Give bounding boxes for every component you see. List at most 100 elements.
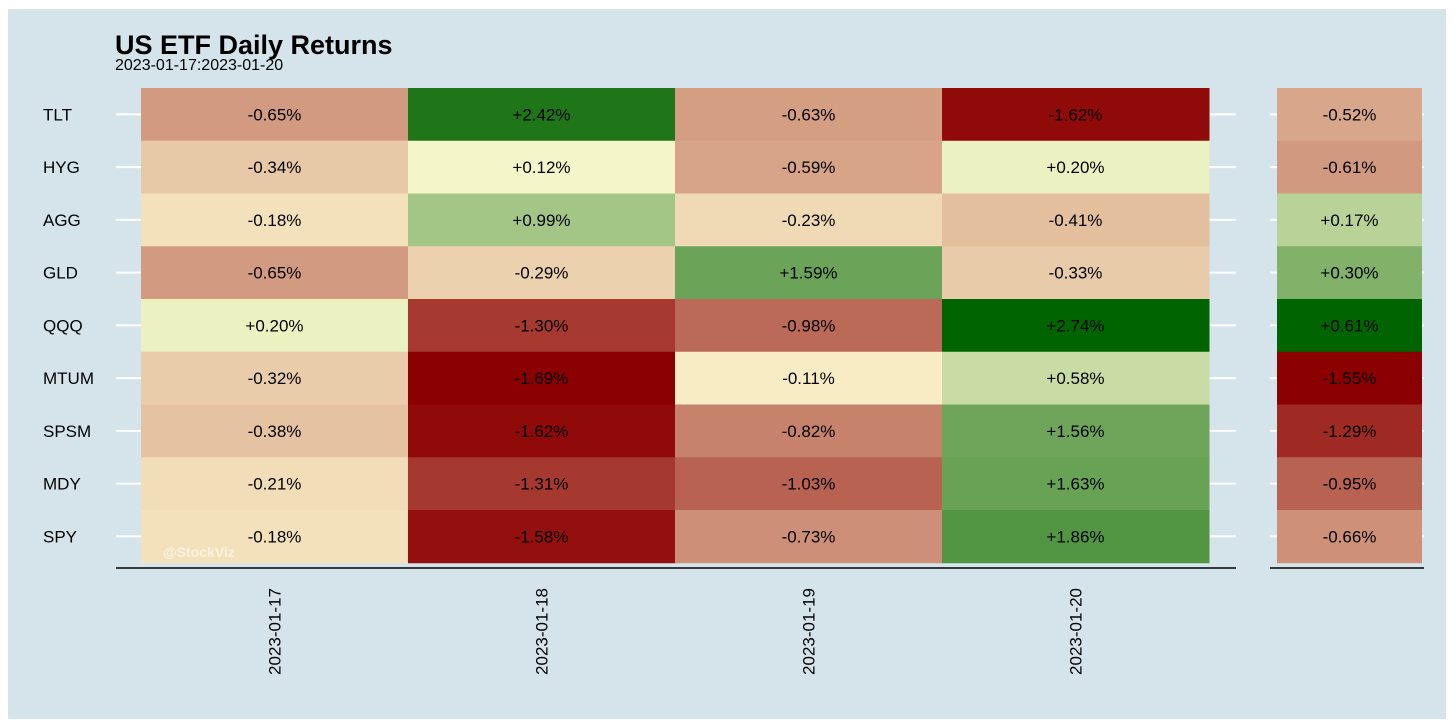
chart-title: US ETF Daily Returns [115, 30, 393, 60]
heatmap-cell [141, 457, 409, 511]
summary-cell [1277, 88, 1422, 142]
cell-value-label: -0.65% [248, 105, 302, 124]
summary-cell [1277, 246, 1422, 300]
summary-value-label: -0.95% [1323, 475, 1377, 494]
cell-value-label: +0.20% [245, 316, 303, 335]
summary-value-label: -0.61% [1323, 158, 1377, 177]
summary-cell [1277, 299, 1422, 353]
cell-value-label: -0.63% [782, 105, 836, 124]
summary-cell [1277, 140, 1422, 194]
heatmap-cell [675, 88, 943, 142]
heatmap-cell [408, 246, 676, 300]
summary-cell [1277, 193, 1422, 247]
summary-cell [1277, 510, 1422, 564]
row-label-mdy: MDY [43, 475, 81, 494]
cell-value-label: -0.29% [515, 264, 569, 283]
summary-cell [1277, 404, 1422, 458]
cell-value-label: -0.33% [1049, 264, 1103, 283]
heatmap-cell [141, 246, 409, 300]
cell-value-label: -1.30% [515, 316, 569, 335]
heatmap-cell [408, 193, 676, 247]
cell-value-label: -0.32% [248, 369, 302, 388]
summary-value-label: -1.29% [1323, 422, 1377, 441]
cell-value-label: -0.34% [248, 158, 302, 177]
heatmap-cell [675, 193, 943, 247]
heatmap-cell [942, 457, 1210, 511]
cell-value-label: -1.62% [515, 422, 569, 441]
row-label-hyg: HYG [43, 158, 80, 177]
heatmap-cell [675, 457, 943, 511]
heatmap-cell [408, 404, 676, 458]
heatmap-cell [942, 404, 1210, 458]
heatmap-cell [141, 88, 409, 142]
summary-value-label: -0.52% [1323, 105, 1377, 124]
cell-value-label: -0.65% [248, 264, 302, 283]
cell-value-label: -0.73% [782, 527, 836, 546]
row-label-qqq: QQQ [43, 316, 83, 335]
heatmap-cell [942, 88, 1210, 142]
summary-value-label: +0.61% [1320, 316, 1378, 335]
heatmap-cell [942, 351, 1210, 405]
row-label-tlt: TLT [43, 105, 72, 124]
summary-value-label: -1.55% [1323, 369, 1377, 388]
cell-value-label: -0.38% [248, 422, 302, 441]
heatmap-cell [141, 351, 409, 405]
cell-value-label: -0.98% [782, 316, 836, 335]
summary-cell [1277, 351, 1422, 405]
heatmap-cell [675, 404, 943, 458]
cell-value-label: +2.74% [1046, 316, 1104, 335]
cell-value-label: -0.11% [782, 369, 835, 388]
cell-value-label: +0.58% [1046, 369, 1104, 388]
cell-value-label: -0.21% [248, 475, 302, 494]
heatmap-cell [675, 510, 943, 564]
cell-value-label: -0.82% [782, 422, 836, 441]
summary-value-label: -0.66% [1323, 527, 1377, 546]
summary-value-label: +0.30% [1320, 264, 1378, 283]
heatmap-cell [408, 299, 676, 353]
row-label-spsm: SPSM [43, 422, 91, 441]
heatmap-cell [408, 140, 676, 194]
heatmap-cell [408, 457, 676, 511]
heatmap-cell [408, 88, 676, 142]
heatmap-cell [141, 140, 409, 194]
heatmap-cell [675, 246, 943, 300]
heatmap-cell [675, 299, 943, 353]
row-label-mtum: MTUM [43, 369, 94, 388]
heatmap-cell [141, 510, 409, 564]
cell-value-label: -1.62% [1049, 105, 1103, 124]
watermark-text: @StockViz [163, 544, 235, 560]
row-label-spy: SPY [43, 527, 77, 546]
cell-value-label: +2.42% [512, 105, 570, 124]
heatmap-cell [141, 404, 409, 458]
column-label: 2023-01-18 [533, 588, 552, 675]
cell-value-label: +1.59% [779, 264, 837, 283]
cell-value-label: +0.20% [1046, 158, 1104, 177]
cell-value-label: -0.41% [1049, 211, 1103, 230]
cell-value-label: -1.58% [515, 527, 569, 546]
heatmap-cell [942, 510, 1210, 564]
cell-value-label: -0.18% [248, 211, 302, 230]
heatmap-cell [675, 351, 943, 405]
heatmap-cell [408, 351, 676, 405]
cell-value-label: +0.99% [512, 211, 570, 230]
heatmap-cell [675, 140, 943, 194]
heatmap-cell [942, 193, 1210, 247]
heatmap-cell [141, 299, 409, 353]
cell-value-label: +1.63% [1046, 475, 1104, 494]
summary-cell [1277, 457, 1422, 511]
summary-value-label: +0.17% [1320, 211, 1378, 230]
cell-value-label: -1.69% [515, 369, 569, 388]
cell-value-label: +1.56% [1046, 422, 1104, 441]
heatmap-cell [942, 299, 1210, 353]
cell-value-label: -0.23% [782, 211, 836, 230]
row-label-gld: GLD [43, 264, 78, 283]
heatmap-cell [141, 193, 409, 247]
cell-value-label: -1.03% [782, 475, 836, 494]
heatmap-cell [942, 140, 1210, 194]
heatmap-cell [408, 510, 676, 564]
chart-subtitle: 2023-01-17:2023-01-20 [115, 57, 283, 74]
heatmap-cell [942, 246, 1210, 300]
cell-value-label: +0.12% [512, 158, 570, 177]
cell-value-label: -1.31% [515, 475, 569, 494]
